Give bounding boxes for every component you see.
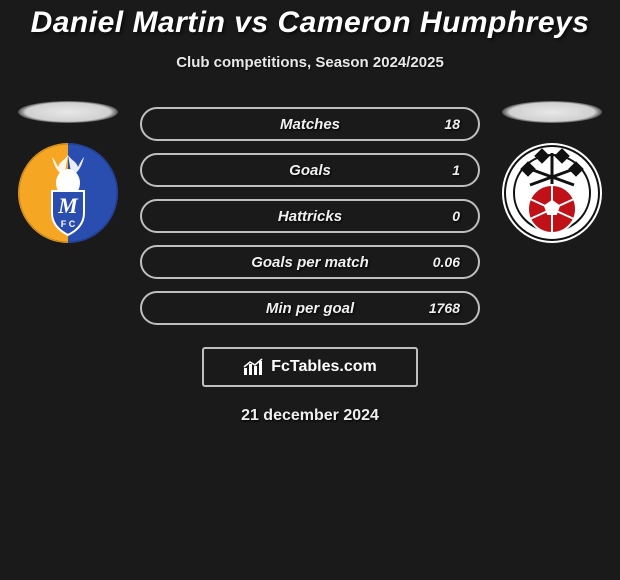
stat-label: Goals per match: [142, 254, 478, 271]
stat-row-hattricks: Hattricks 0: [140, 199, 480, 233]
stats-column: Matches 18 Goals 1 Hattricks 0 Goals per…: [140, 101, 480, 325]
stat-right-value: 0.06: [430, 254, 460, 270]
stat-label: Min per goal: [142, 300, 478, 317]
main-row: M F C Matches 18 Goals 1 Hattric: [0, 101, 620, 325]
right-player-col: [500, 101, 604, 243]
stat-right-value: 1: [430, 162, 460, 178]
mansfield-town-crest: M F C: [18, 143, 118, 243]
brand-box[interactable]: FcTables.com: [202, 347, 418, 387]
brand-label: FcTables.com: [271, 358, 377, 376]
comparison-card: Daniel Martin vs Cameron Humphreys Club …: [0, 0, 620, 425]
stat-row-mpg: Min per goal 1768: [140, 291, 480, 325]
chart-icon: [243, 358, 265, 376]
stat-right-value: 1768: [429, 300, 460, 316]
stat-right-value: 18: [430, 116, 460, 132]
date-line: 21 december 2024: [0, 407, 620, 425]
svg-text:F C: F C: [61, 219, 76, 229]
player-shadow-left: [18, 101, 118, 123]
stat-label: Matches: [142, 116, 478, 133]
crest-left-svg: M F C: [18, 143, 118, 243]
stat-right-value: 0: [430, 208, 460, 224]
season-subtitle: Club competitions, Season 2024/2025: [0, 54, 620, 71]
player-shadow-right: [502, 101, 602, 123]
page-title: Daniel Martin vs Cameron Humphreys: [0, 6, 620, 40]
stat-label: Goals: [142, 162, 478, 179]
stat-label: Hattricks: [142, 208, 478, 225]
stat-row-gpm: Goals per match 0.06: [140, 245, 480, 279]
stat-row-goals: Goals 1: [140, 153, 480, 187]
rotherham-united-crest: [502, 143, 602, 243]
stat-row-matches: Matches 18: [140, 107, 480, 141]
crest-right-svg: [502, 143, 602, 243]
left-player-col: M F C: [16, 101, 120, 243]
svg-text:M: M: [57, 193, 79, 218]
